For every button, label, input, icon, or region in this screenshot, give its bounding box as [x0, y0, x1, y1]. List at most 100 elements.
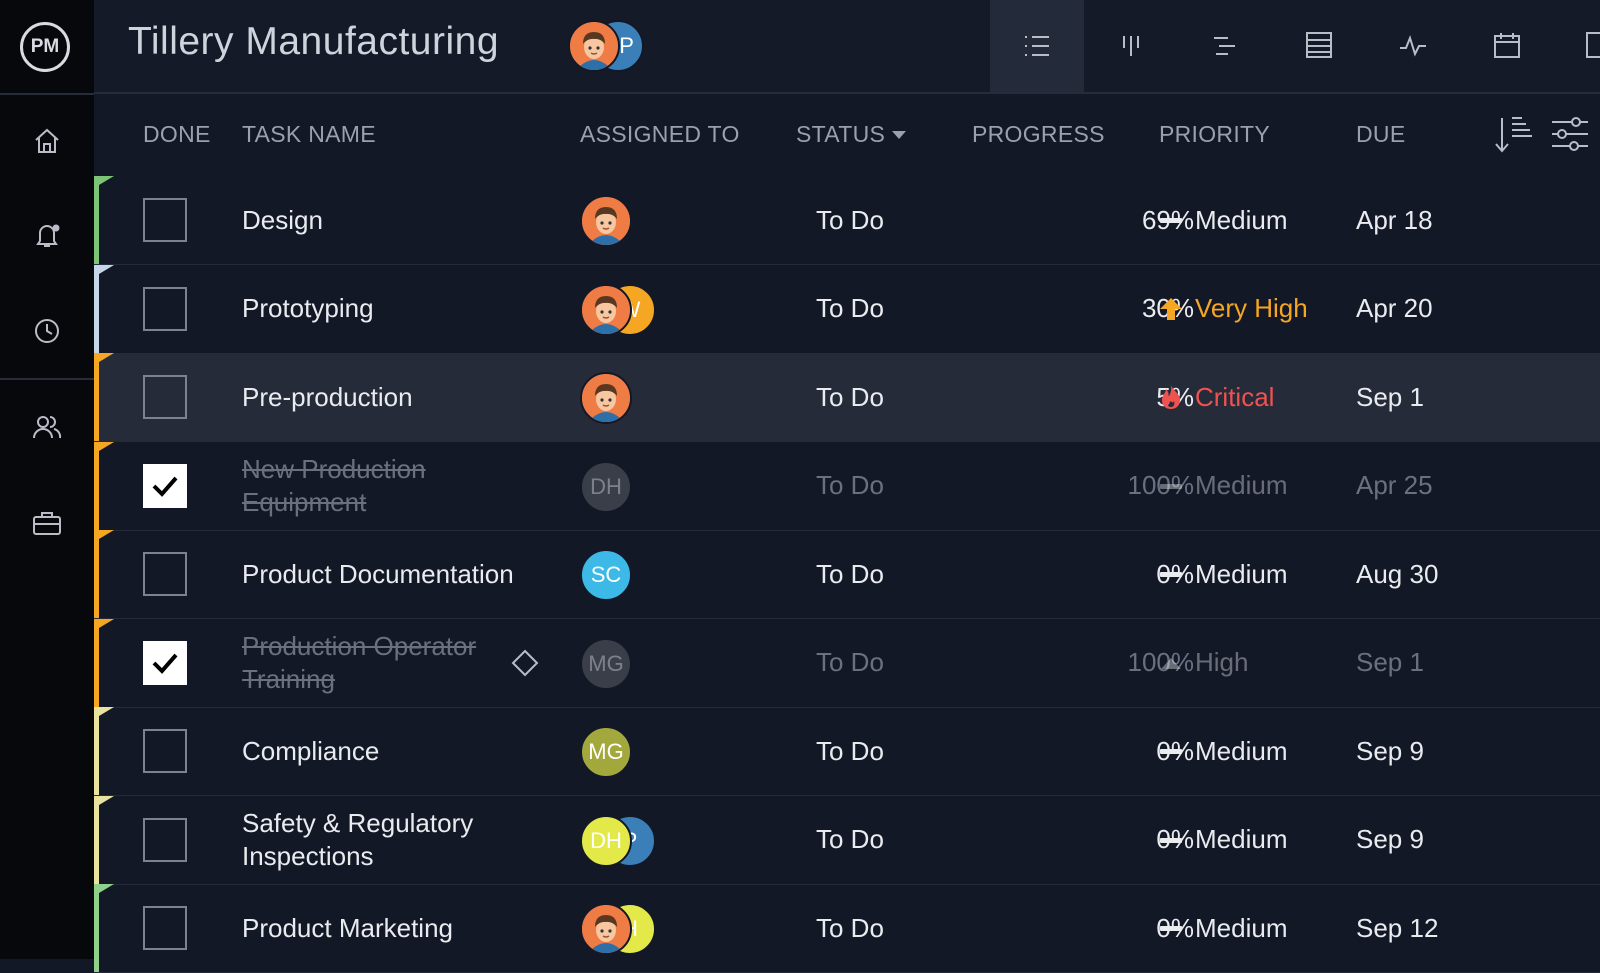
logo[interactable]: PM: [20, 22, 70, 72]
due-date[interactable]: Sep 1: [1356, 381, 1424, 412]
briefcase-icon[interactable]: [31, 508, 63, 538]
due-date[interactable]: Apr 25: [1356, 470, 1433, 500]
status[interactable]: To Do: [816, 912, 884, 943]
avatar[interactable]: MG: [580, 726, 632, 778]
status[interactable]: To Do: [816, 470, 884, 500]
row-stripe: [94, 707, 99, 795]
filter-icon[interactable]: [1550, 114, 1590, 156]
task-name[interactable]: Pre-production: [242, 381, 413, 412]
sheet-view-icon[interactable]: [1304, 30, 1334, 60]
avatar[interactable]: MG: [580, 637, 632, 690]
due-date[interactable]: Sep 9: [1356, 824, 1424, 854]
more-view-icon[interactable]: [1584, 30, 1600, 60]
checkbox[interactable]: [143, 619, 187, 707]
checkbox-box[interactable]: [143, 198, 187, 242]
task-row[interactable]: Production Operator Training MG To Do 100% H…: [94, 618, 1600, 708]
avatar[interactable]: SC: [580, 549, 632, 601]
priority-cell[interactable]: Medium: [1159, 530, 1287, 618]
task-name[interactable]: Prototyping: [242, 293, 374, 323]
avatar[interactable]: DH: [580, 814, 632, 867]
task-name[interactable]: Production Operator Training: [242, 630, 477, 694]
column-header[interactable]: DUE: [1356, 121, 1406, 147]
status[interactable]: To Do: [816, 381, 884, 412]
due-date[interactable]: Apr 20: [1356, 293, 1433, 323]
status[interactable]: To Do: [816, 558, 884, 589]
clock-icon[interactable]: [32, 316, 62, 346]
column-header[interactable]: PROGRESS: [972, 121, 1105, 147]
project-title: Tillery Manufacturing: [128, 20, 500, 63]
avatar[interactable]: [580, 283, 632, 336]
checkbox[interactable]: [143, 176, 187, 264]
task-row[interactable]: Product Documentation SC To Do 0% Medium Aug …: [94, 530, 1600, 619]
avatar[interactable]: [568, 20, 620, 72]
task-row[interactable]: Design To Do 69% Medium Apr 18: [94, 176, 1600, 265]
avatar[interactable]: [580, 903, 632, 955]
checkbox[interactable]: [143, 442, 187, 530]
checkbox[interactable]: [143, 265, 187, 353]
checkbox[interactable]: [143, 796, 187, 884]
task-name[interactable]: Design: [242, 204, 323, 235]
priority-cell[interactable]: High: [1159, 619, 1248, 707]
task-row[interactable]: Compliance MG To Do 0% Medium Sep 9: [94, 707, 1600, 796]
checkbox-box[interactable]: [143, 286, 187, 331]
priority-cell[interactable]: Medium: [1159, 176, 1287, 264]
top-bar: Tillery Manufacturing GP: [94, 0, 1600, 94]
status[interactable]: To Do: [816, 293, 884, 323]
checkbox-box[interactable]: [143, 375, 187, 419]
due-date[interactable]: Apr 18: [1356, 204, 1433, 235]
task-name[interactable]: Compliance: [242, 735, 380, 766]
status[interactable]: To Do: [816, 824, 884, 854]
task-name[interactable]: Product Marketing: [242, 912, 453, 943]
checkbox[interactable]: [143, 530, 187, 618]
priority-cell[interactable]: Medium: [1159, 442, 1287, 530]
task-row[interactable]: New Production Equipment DH To Do 100% Mediu…: [94, 441, 1600, 531]
status[interactable]: To Do: [816, 647, 884, 677]
checkbox-box[interactable]: [143, 906, 187, 950]
column-header[interactable]: ASSIGNED TO: [580, 121, 740, 147]
sort-caret[interactable]: [892, 131, 906, 141]
people-icon[interactable]: [31, 412, 63, 442]
priority-cell[interactable]: Medium: [1159, 707, 1287, 795]
status[interactable]: To Do: [816, 204, 884, 235]
priority-cell[interactable]: Medium: [1159, 796, 1287, 884]
due-date[interactable]: Sep 12: [1356, 912, 1439, 943]
calendar-view-icon[interactable]: [1492, 30, 1522, 60]
checkbox-box[interactable]: [143, 640, 187, 685]
due-date[interactable]: Sep 9: [1356, 735, 1424, 766]
assignees: [580, 195, 680, 247]
column-header[interactable]: TASK NAME: [242, 121, 376, 147]
priority-cell[interactable]: Very High: [1159, 265, 1308, 353]
priority-cell[interactable]: Critical: [1159, 353, 1274, 441]
task-name[interactable]: Safety & Regulatory Inspections: [242, 807, 474, 871]
due-date[interactable]: Sep 1: [1356, 647, 1424, 677]
task-name[interactable]: New Production Equipment: [242, 453, 426, 517]
due-date[interactable]: Aug 30: [1356, 558, 1439, 589]
status[interactable]: To Do: [816, 735, 884, 766]
avatar[interactable]: DH: [580, 460, 632, 513]
checkbox[interactable]: [143, 353, 187, 441]
dashboard-view-icon[interactable]: [1398, 32, 1428, 60]
list-view-icon[interactable]: [1022, 32, 1052, 60]
priority-cell[interactable]: Medium: [1159, 884, 1287, 972]
board-view-icon[interactable]: [1116, 32, 1146, 60]
task-name[interactable]: Product Documentation: [242, 558, 514, 589]
gantt-view-icon[interactable]: [1210, 32, 1240, 60]
checkbox-box[interactable]: [143, 729, 187, 773]
checkbox-box[interactable]: [143, 817, 187, 862]
checkbox-box[interactable]: [143, 463, 187, 508]
task-row[interactable]: Safety & Regulatory InspectionsDHPTo Do0…: [94, 795, 1600, 885]
home-icon[interactable]: [32, 126, 62, 156]
column-header[interactable]: PRIORITY: [1159, 121, 1271, 147]
checkbox[interactable]: [143, 707, 187, 795]
bell-icon[interactable]: [32, 220, 62, 250]
checkbox-box[interactable]: [143, 552, 187, 596]
column-header[interactable]: DONE: [143, 121, 211, 147]
sort-icon[interactable]: [1494, 114, 1534, 156]
checkbox[interactable]: [143, 884, 187, 972]
avatar[interactable]: [580, 195, 632, 247]
avatar[interactable]: [580, 372, 632, 424]
column-header[interactable]: STATUS: [796, 121, 886, 147]
